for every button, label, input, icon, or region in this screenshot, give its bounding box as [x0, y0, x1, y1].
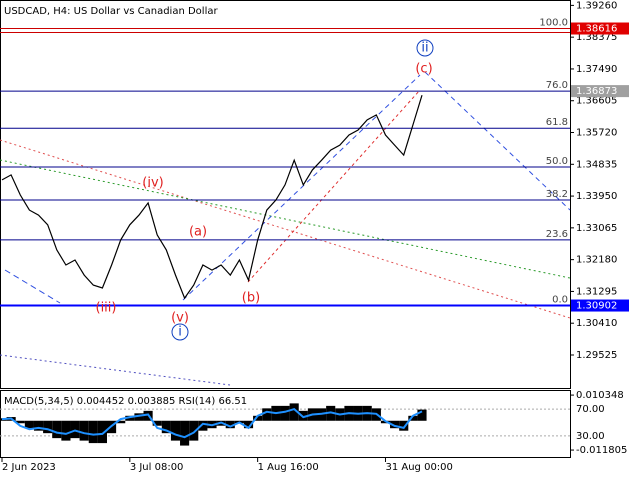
macd-bar	[52, 420, 62, 439]
macd-bar	[79, 420, 89, 441]
wave-label: (iv)	[142, 176, 163, 191]
y-tick-label: 1.37490	[576, 64, 617, 75]
fib-label: 76.0	[546, 80, 568, 91]
y-tick-label: 1.39260	[576, 0, 617, 11]
y-tick-label: 1.32180	[576, 255, 617, 266]
price-tag	[571, 85, 629, 98]
macd-bar	[61, 420, 71, 441]
trend-line	[4, 269, 61, 304]
fib-label: 50.0	[546, 156, 568, 167]
wave-label: (a)	[189, 225, 207, 240]
y-tick-label: 1.35720	[576, 128, 617, 139]
y2-tick-label: 30.00	[576, 431, 605, 442]
x-tick-label: 3 Jul 08:00	[130, 462, 184, 473]
macd-bar	[390, 420, 400, 429]
macd-bar	[152, 420, 162, 426]
y-tick-label: 1.33065	[576, 223, 617, 234]
price-tag-label: 1.38616	[576, 24, 617, 35]
price-tag-label: 1.36873	[576, 86, 617, 97]
rsi-line	[1, 407, 423, 439]
macd-bar	[88, 420, 98, 444]
macd-bar	[33, 420, 44, 431]
wave-label: (v)	[171, 311, 189, 326]
trend-line	[0, 159, 571, 279]
wave-line	[424, 71, 571, 211]
x-tick-label: 1 Aug 16:00	[258, 462, 319, 473]
wave-label: (b)	[242, 291, 260, 306]
y-tick-label: 1.34835	[576, 159, 617, 170]
fib-label: 100.0	[539, 18, 568, 29]
fib-label: 23.6	[546, 229, 568, 240]
macd-bar	[97, 420, 107, 444]
y-tick-label: 1.36605	[576, 96, 617, 107]
wave-line	[247, 89, 421, 283]
macd-bar	[116, 420, 126, 424]
macd-bar	[189, 420, 199, 441]
macd-bar	[70, 420, 80, 439]
price-tag	[571, 22, 629, 35]
fib-label: 0.0	[552, 295, 568, 306]
chart-title: USDCAD, H4: US Dollar vs Canadian Dollar	[4, 6, 218, 17]
wave-label: (c)	[415, 62, 432, 77]
macd-bar	[408, 415, 418, 421]
chart-layer: 1.39260 1.38375 1.37490 1.36605 1.35720 1.348…	[0, 0, 629, 473]
macd-bar	[15, 420, 25, 424]
y-tick-label: 1.29525	[576, 350, 617, 361]
y-tick-label: -0.011805	[576, 445, 627, 456]
macd-bar	[198, 420, 208, 431]
wave-circle	[416, 39, 434, 57]
macd-bar	[225, 420, 235, 429]
wave-circle	[171, 323, 189, 341]
wave-label: i	[178, 325, 182, 340]
indicator-label: MACD(5,34,5) 0.004452 0.003885 RSI(14) 6…	[4, 396, 247, 407]
macd-bar	[43, 420, 53, 434]
y-tick-label: 1.33950	[576, 191, 617, 202]
y-tick-label: 1.31295	[576, 286, 617, 297]
price-tag-label: 1.30902	[576, 301, 617, 312]
x-tick-label: 31 Aug 00:00	[385, 462, 452, 473]
macd-bar	[125, 415, 135, 421]
macd-bar	[170, 420, 181, 441]
price-tag	[571, 299, 629, 312]
fib-label: 38.2	[546, 189, 568, 200]
macd-bar	[243, 420, 254, 429]
y-tick-label: 1.38375	[576, 32, 617, 43]
macd-bar	[24, 420, 34, 429]
macd-bar	[134, 413, 144, 421]
macd-bar	[399, 420, 409, 431]
indicator-panel-frame	[0, 390, 571, 458]
macd-bar	[180, 420, 190, 446]
price-line	[1, 95, 423, 300]
x-tick-label: 2 Jun 2023	[2, 462, 56, 473]
wave-label: (iii)	[96, 301, 117, 316]
macd-bar	[289, 403, 299, 421]
y-tick-label: 0.010348	[576, 390, 624, 401]
macd-bar	[262, 408, 272, 421]
macd-bar	[417, 409, 427, 421]
wave-label: ii	[421, 41, 428, 56]
macd-bar	[280, 405, 290, 421]
wave-line	[182, 74, 421, 301]
fib-label: 61.8	[546, 117, 568, 128]
macd-bar	[253, 415, 263, 421]
trend-line	[0, 354, 231, 386]
y2-tick-label: 70.00	[576, 404, 605, 415]
macd-bar	[161, 420, 171, 434]
y-tick-label: 1.30410	[576, 318, 617, 329]
price-panel-frame	[0, 0, 571, 389]
